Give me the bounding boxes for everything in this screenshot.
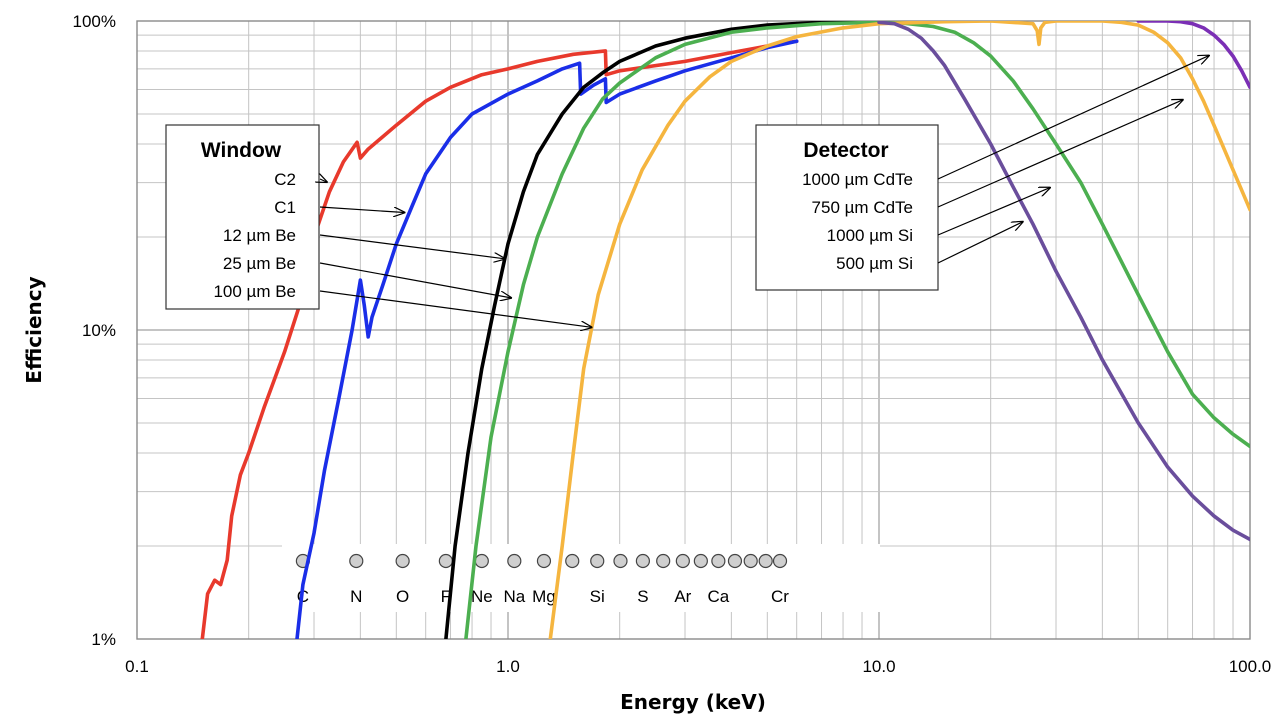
legend-arrow [319,234,505,259]
x-tick-label: 0.1 [125,657,149,676]
element-marker-Mg [536,553,552,569]
x-axis-title: Energy (keV) [620,690,766,714]
series-line-c1 [295,39,799,639]
element-marker-F [438,553,453,569]
y-axis-title: Efficiency [22,276,46,383]
element-label-Ar: Ar [674,587,691,606]
legend-layer: Window C2 C1 12 µm Be 25 µm Be 100 µm Be Detec… [165,56,1209,328]
element-marker-Ar [675,553,690,569]
element-marker-K [693,553,708,569]
legend-entry: 1000 µm Si [827,226,913,245]
x-tick-labels: 0.1 1.0 10.0 100.0 [125,657,1271,676]
legend-entry: 12 µm Be [223,226,296,245]
legend-arrow [937,188,1050,236]
legend-box-detector [755,124,939,291]
element-label-S: S [637,587,648,606]
plot-frame [136,20,1251,640]
element-band-background [282,544,880,612]
legend-entry: 750 µm CdTe [812,198,913,217]
legend-entry: 1000 µm CdTe [802,170,913,189]
element-marker-Sc [727,553,743,569]
legend-arrow [319,290,592,327]
x-tick-label: 100.0 [1229,657,1272,676]
legend-entry: C2 [274,170,296,189]
legend-entry: 100 µm Be [213,282,296,301]
element-marker-Cl [656,553,671,569]
element-label-Ne: Ne [471,587,493,606]
series-line-500-m-si [877,21,1250,542]
legend-arrow [937,56,1209,180]
element-marker-Si [590,553,605,569]
legend-entry: 25 µm Be [223,254,296,273]
legend-title-detector: Detector [803,139,888,162]
x-tick-label: 1.0 [496,657,520,676]
legend-arrow [320,179,327,182]
element-marker-O [395,553,410,569]
series-line-1000-m-cdte [1136,21,1250,90]
element-label-Si: Si [590,587,605,606]
legend-title-window: Window [201,139,282,162]
series-line-100-m-be [548,21,1250,639]
x-tick-label: 10.0 [862,657,895,676]
element-marker-Al [565,553,580,569]
element-label-Cr: Cr [771,587,789,606]
series-layer [200,21,1250,639]
legend-arrow [319,262,511,298]
legend-box-window [165,124,320,310]
element-label-O: O [396,587,409,606]
element-marker-Ne [474,553,489,569]
element-label-Mg: Mg [532,587,556,606]
legend-entry: C1 [274,198,296,217]
y-tick-labels: 100% 10% 1% [73,12,116,649]
element-marker-P [613,553,628,569]
element-marker-Ti [743,553,758,569]
element-label-Ca: Ca [707,587,729,606]
grid [136,21,1250,640]
element-marker-S [635,553,651,569]
legend-arrow [937,222,1023,264]
legend-arrow [937,100,1183,208]
element-marker-band: C N O F Ne Na Mg Si S Ar Ca Cr [282,544,880,612]
element-label-F: F [441,587,451,606]
series-line-c2 [200,39,799,639]
y-tick-label: 1% [91,630,116,649]
legend-arrow [319,206,404,213]
element-label-Na: Na [503,587,525,606]
series-line-12-m-be [444,21,881,639]
element-label-N: N [350,587,362,606]
element-marker-Cr [772,553,788,569]
element-marker-Ca [711,553,726,569]
y-tick-label: 10% [82,321,116,340]
element-marker-N [349,553,364,569]
element-marker-V [758,553,773,569]
element-marker-Na [507,553,522,569]
y-tick-label: 100% [73,12,116,31]
legend-entry: 500 µm Si [836,254,913,273]
